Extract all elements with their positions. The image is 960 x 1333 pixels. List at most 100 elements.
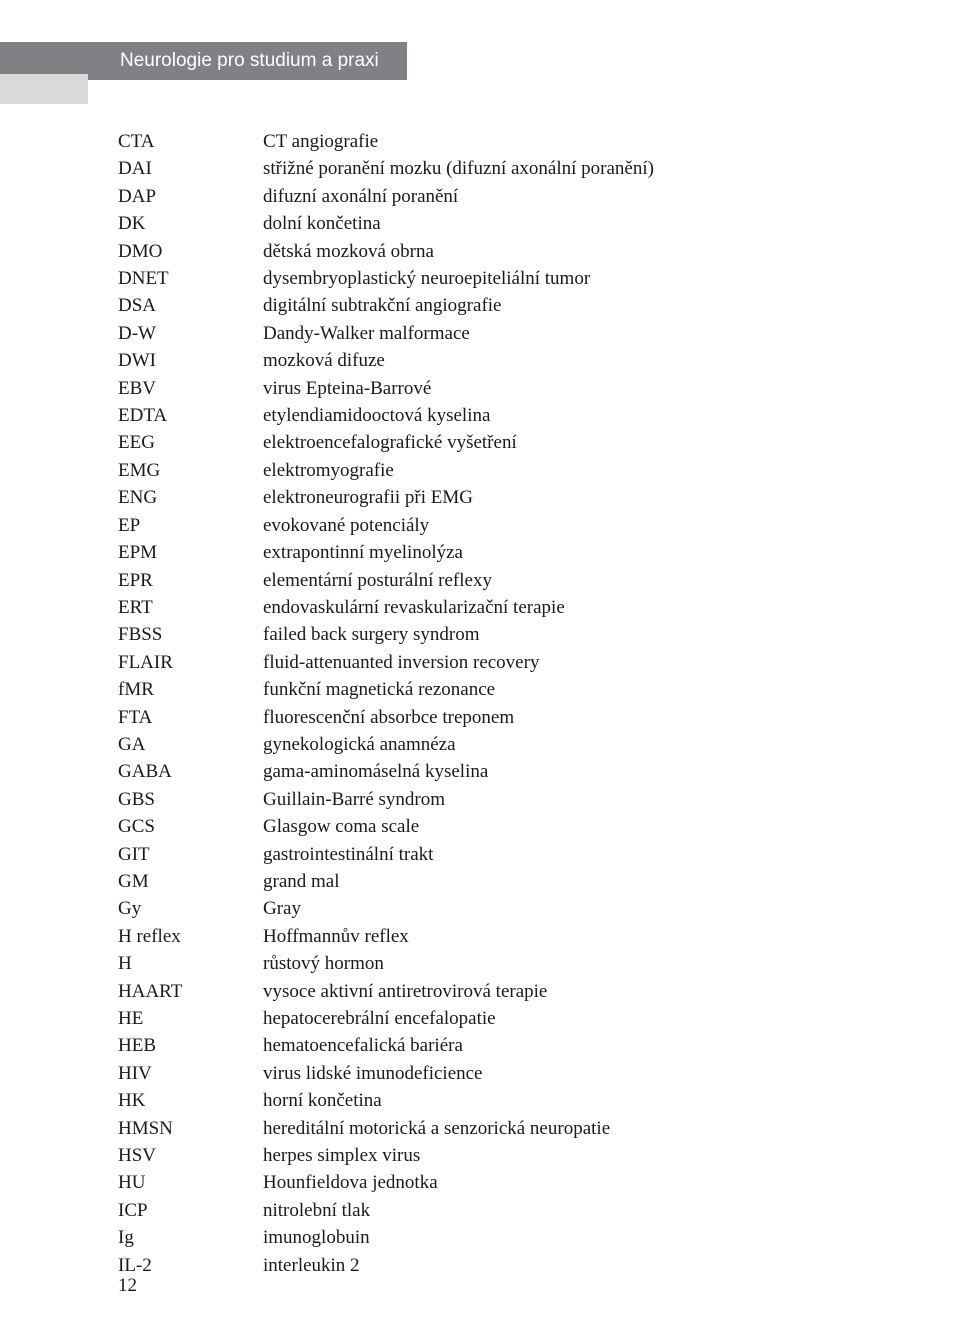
abbr-term: HK [118, 1087, 263, 1114]
abbr-definition: dysembryoplastický neuroepiteliální tumo… [263, 265, 890, 292]
abbr-row: EBVvirus Epteina-Barrové [118, 375, 890, 402]
abbr-row: HKhorní končetina [118, 1087, 890, 1114]
abbr-row: Hrůstový hormon [118, 950, 890, 977]
abbr-term: HU [118, 1169, 263, 1196]
abbr-definition: evokované potenciály [263, 512, 890, 539]
abbr-term: H [118, 950, 263, 977]
abbr-row: Igimunoglobuin [118, 1224, 890, 1251]
abbr-row: DKdolní končetina [118, 210, 890, 237]
abbreviation-list: CTACT angiografieDAIstřižné poranění moz… [118, 128, 890, 1279]
abbr-row: GyGray [118, 895, 890, 922]
abbr-term: EPR [118, 567, 263, 594]
abbr-definition: hepatocerebrální encefalopatie [263, 1005, 890, 1032]
page-number: 12 [118, 1275, 137, 1297]
abbr-definition: interleukin 2 [263, 1252, 890, 1279]
abbr-definition: herpes simplex virus [263, 1142, 890, 1169]
abbr-term: DAP [118, 183, 263, 210]
abbr-definition: grand mal [263, 868, 890, 895]
abbr-definition: střižné poranění mozku (difuzní axonální… [263, 155, 890, 182]
abbr-row: DWImozková difuze [118, 347, 890, 374]
abbr-term: HMSN [118, 1115, 263, 1142]
abbr-definition: růstový hormon [263, 950, 890, 977]
abbr-definition: hereditální motorická a senzorická neuro… [263, 1115, 890, 1142]
abbr-definition: fluorescenční absorbce treponem [263, 704, 890, 731]
abbr-term: ERT [118, 594, 263, 621]
abbr-row: EMGelektromyografie [118, 457, 890, 484]
abbr-row: GMgrand mal [118, 868, 890, 895]
abbr-definition: mozková difuze [263, 347, 890, 374]
abbr-row: HEBhematoencefalická bariéra [118, 1032, 890, 1059]
document-page: Neurologie pro studium a praxi CTACT ang… [0, 0, 960, 1333]
abbr-term: EPM [118, 539, 263, 566]
abbr-row: ICPnitrolební tlak [118, 1197, 890, 1224]
abbr-row: CTACT angiografie [118, 128, 890, 155]
abbr-row: DAIstřižné poranění mozku (difuzní axoná… [118, 155, 890, 182]
abbr-term: H reflex [118, 923, 263, 950]
abbr-term: CTA [118, 128, 263, 155]
abbr-definition: gynekologická anamnéza [263, 731, 890, 758]
abbr-row: H reflexHoffmannův reflex [118, 923, 890, 950]
abbr-term: HSV [118, 1142, 263, 1169]
abbr-term: EDTA [118, 402, 263, 429]
abbr-term: D-W [118, 320, 263, 347]
abbr-row: HEhepatocerebrální encefalopatie [118, 1005, 890, 1032]
abbr-definition: Glasgow coma scale [263, 813, 890, 840]
abbr-term: HIV [118, 1060, 263, 1087]
abbr-term: EMG [118, 457, 263, 484]
abbr-row: GAgynekologická anamnéza [118, 731, 890, 758]
abbr-definition: dolní končetina [263, 210, 890, 237]
abbr-definition: elektroneurografii při EMG [263, 484, 890, 511]
abbr-definition: virus lidské imunodeficience [263, 1060, 890, 1087]
abbr-definition: funkční magnetická rezonance [263, 676, 890, 703]
abbr-term: GIT [118, 841, 263, 868]
abbr-row: HUHounfieldova jednotka [118, 1169, 890, 1196]
abbr-definition: imunoglobuin [263, 1224, 890, 1251]
abbr-term: DK [118, 210, 263, 237]
abbr-definition: digitální subtrakční angiografie [263, 292, 890, 319]
abbr-row: EDTAetylendiamidooctová kyselina [118, 402, 890, 429]
abbr-row: EPRelementární posturální reflexy [118, 567, 890, 594]
abbr-term: Gy [118, 895, 263, 922]
abbr-term: DSA [118, 292, 263, 319]
abbr-term: HE [118, 1005, 263, 1032]
abbr-term: DNET [118, 265, 263, 292]
abbr-term: HAART [118, 978, 263, 1005]
abbr-row: FBSSfailed back surgery syndrom [118, 621, 890, 648]
abbr-definition: virus Epteina-Barrové [263, 375, 890, 402]
abbr-definition: elektromyografie [263, 457, 890, 484]
abbr-row: EPevokované potenciály [118, 512, 890, 539]
abbr-row: GCSGlasgow coma scale [118, 813, 890, 840]
abbr-term: ENG [118, 484, 263, 511]
abbr-row: GABAgama-aminomáselná kyselina [118, 758, 890, 785]
abbr-term: EP [118, 512, 263, 539]
abbr-term: DWI [118, 347, 263, 374]
abbr-row: HSVherpes simplex virus [118, 1142, 890, 1169]
abbr-term: GA [118, 731, 263, 758]
abbr-definition: dětská mozková obrna [263, 238, 890, 265]
abbr-definition: gastrointestinální trakt [263, 841, 890, 868]
abbr-definition: horní končetina [263, 1087, 890, 1114]
abbr-term: fMR [118, 676, 263, 703]
abbr-definition: Guillain-Barré syndrom [263, 786, 890, 813]
abbr-row: DAPdifuzní axonální poranění [118, 183, 890, 210]
abbr-definition: fluid-attenuanted inversion recovery [263, 649, 890, 676]
abbr-row: D-WDandy-Walker malformace [118, 320, 890, 347]
abbr-row: DSAdigitální subtrakční angiografie [118, 292, 890, 319]
abbr-row: HAARTvysoce aktivní antiretrovirová tera… [118, 978, 890, 1005]
abbr-row: HMSNhereditální motorická a senzorická n… [118, 1115, 890, 1142]
abbr-row: EPMextrapontinní myelinolýza [118, 539, 890, 566]
abbr-row: GBSGuillain-Barré syndrom [118, 786, 890, 813]
abbr-row: FTAfluorescenční absorbce treponem [118, 704, 890, 731]
abbr-row: IL-2interleukin 2 [118, 1252, 890, 1279]
abbr-term: GBS [118, 786, 263, 813]
abbr-row: FLAIRfluid-attenuanted inversion recover… [118, 649, 890, 676]
abbr-term: EEG [118, 429, 263, 456]
abbr-definition: Hounfieldova jednotka [263, 1169, 890, 1196]
abbr-row: ERTendovaskulární revaskularizační terap… [118, 594, 890, 621]
abbr-definition: extrapontinní myelinolýza [263, 539, 890, 566]
abbr-definition: gama-aminomáselná kyselina [263, 758, 890, 785]
abbr-row: DMOdětská mozková obrna [118, 238, 890, 265]
abbr-term: GM [118, 868, 263, 895]
abbr-definition: difuzní axonální poranění [263, 183, 890, 210]
abbr-definition: elektroencefalografické vyšetření [263, 429, 890, 456]
